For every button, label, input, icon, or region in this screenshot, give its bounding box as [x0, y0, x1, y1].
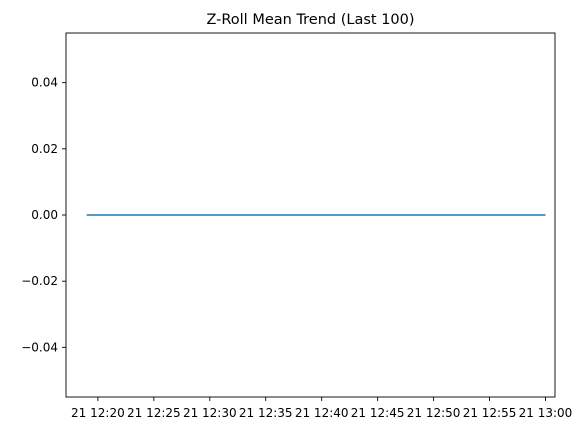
x-tick-label: 21 12:30	[183, 406, 237, 420]
y-tick-label: −0.04	[21, 340, 58, 354]
x-tick-label: 21 12:25	[127, 406, 181, 420]
x-tick-label: 21 12:45	[351, 406, 405, 420]
y-tick-label: −0.02	[21, 274, 58, 288]
y-tick-label: 0.02	[31, 142, 58, 156]
x-tick-label: 21 12:50	[407, 406, 461, 420]
y-tick-label: 0.00	[31, 208, 58, 222]
x-tick-label: 21 12:40	[295, 406, 349, 420]
x-tick-label: 21 12:55	[463, 406, 517, 420]
y-tick-label: 0.04	[31, 76, 58, 90]
chart-title: Z-Roll Mean Trend (Last 100)	[206, 12, 414, 28]
x-tick-label: 21 12:20	[71, 406, 125, 420]
x-tick-label: 21 12:35	[239, 406, 293, 420]
x-tick-label: 21 13:00	[519, 406, 573, 420]
